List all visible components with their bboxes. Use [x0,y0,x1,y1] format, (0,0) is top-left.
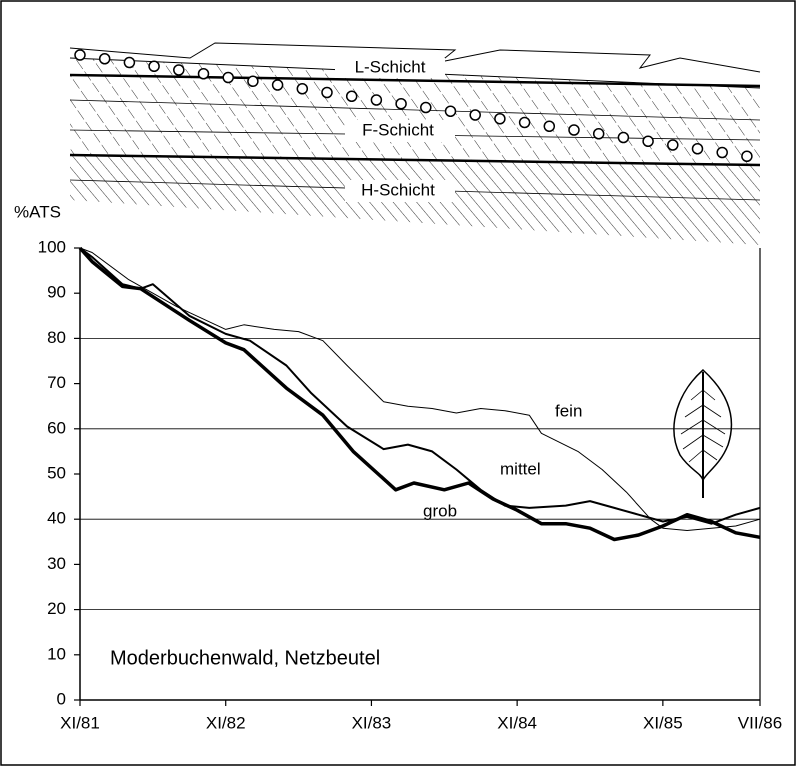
y-tick-label: 30 [47,554,66,573]
y-tick-label: 90 [47,283,66,302]
bead [297,84,307,94]
bead [742,151,752,161]
y-tick-label: 0 [57,689,66,708]
y-tick-label: 60 [47,418,66,437]
x-tick-label: XI/84 [497,713,537,732]
bead [520,118,530,128]
bead [371,95,381,105]
y-tick-label: 100 [38,237,66,256]
series-label: mittel [500,459,541,478]
annotation: Moderbuchenwald, Netzbeutel [110,647,380,669]
bead [75,50,85,60]
bead [421,103,431,113]
bead [643,136,653,146]
bead [618,133,628,143]
x-tick-label: XI/82 [206,713,246,732]
bead [124,58,134,68]
bead [396,99,406,109]
bead [248,76,258,86]
y-tick-label: 80 [47,328,66,347]
y-tick-label: 50 [47,463,66,482]
bead [223,73,233,83]
bead [149,61,159,71]
bead [199,69,209,79]
bead [273,80,283,90]
series-label: grob [423,501,457,520]
bead [347,91,357,101]
bead [495,114,505,124]
y-axis-label: %ATS [14,202,61,221]
bead [693,144,703,154]
layer-label: H-Schicht [361,180,435,199]
bead [569,125,579,135]
x-tick-label: XI/85 [643,713,683,732]
x-tick-label: XI/81 [60,713,100,732]
bead [717,148,727,158]
y-tick-label: 10 [47,644,66,663]
bead [668,140,678,150]
series-label: fein [555,401,582,420]
layer-label: F-Schicht [362,120,434,139]
chart: L-Schicht F-Schicht H-Schicht %ATS Moder… [0,0,796,766]
x-tick-label: VII/86 [738,713,782,732]
bead [446,106,456,116]
bead [174,65,184,75]
bead [594,129,604,139]
y-tick-label: 40 [47,509,66,528]
bead [322,88,332,98]
y-tick-label: 20 [47,599,66,618]
bead [470,110,480,120]
bead [100,54,110,64]
layer-label: L-Schicht [355,57,426,76]
y-tick-label: 70 [47,373,66,392]
bead [544,121,554,131]
x-tick-label: XI/83 [352,713,392,732]
